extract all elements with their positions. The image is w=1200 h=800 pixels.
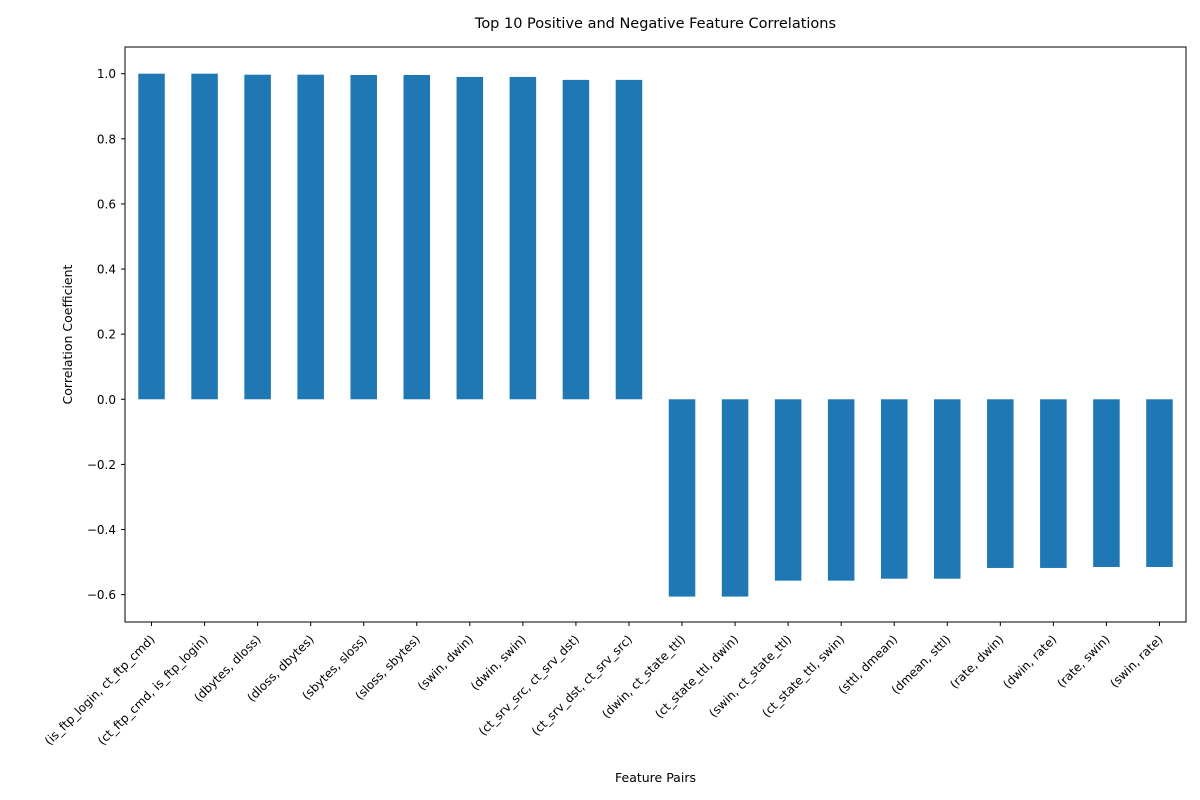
chart-title: Top 10 Positive and Negative Feature Cor… [474,16,836,32]
x-tick-label: (dwin, rate) [1000,632,1059,691]
x-tick-label: (rate, swin) [1054,632,1112,690]
y-tick-label: 0.2 [97,328,116,342]
bar-7 [509,76,537,400]
y-tick-label: −0.2 [87,458,116,472]
bar-2 [244,74,271,400]
bar-5 [403,75,431,400]
bar-6 [456,76,484,400]
y-tick-label: −0.6 [87,588,116,602]
x-tick-label: (swin, rate) [1107,632,1165,690]
bar-0 [138,73,165,400]
bar-11 [721,399,749,597]
x-tick-label: (ct_srv_src, ct_srv_dst) [476,632,582,738]
y-tick-label: 0.4 [97,263,116,277]
x-axis: (is_ftp_login, ct_ftp_cmd)(ct_ftp_cmd, i… [42,622,1166,748]
bar-10 [668,399,696,597]
x-tick-label: (ct_srv_dst, ct_srv_src) [529,632,635,738]
bar-1 [191,73,218,400]
bar-16 [987,399,1014,568]
bar-19 [1146,399,1173,567]
x-tick-label: (ct_ftp_cmd, is_ftp_login) [95,632,211,748]
x-tick-label: (is_ftp_login, ct_ftp_cmd) [42,632,158,748]
bar-4 [350,75,377,400]
bar-9 [615,79,643,400]
y-tick-label: 0.0 [97,393,116,407]
bar-12 [774,399,802,581]
y-tick-label: −0.4 [87,523,116,537]
y-axis-label: Correlation Coefficient [60,264,75,404]
bar-8 [562,79,590,400]
x-tick-label: (rate, dwin) [947,632,1006,691]
bar-17 [1040,399,1067,568]
y-tick-label: 0.6 [97,197,116,211]
bar-15 [934,399,961,579]
bar-14 [880,399,908,579]
bar-18 [1093,399,1120,567]
y-tick-label: 0.8 [97,132,116,146]
bar-3 [297,74,324,400]
bar-13 [827,399,855,581]
x-tick-label: (swin, dwin) [415,632,476,693]
bars-group [138,73,1173,597]
y-tick-label: 1.0 [97,67,116,81]
plot-frame [124,46,1187,623]
x-axis-label: Feature Pairs [615,770,696,785]
y-axis: −0.6 −0.4 −0.2 0.0 0.2 0.4 0.6 0.8 1.0 [87,67,125,602]
